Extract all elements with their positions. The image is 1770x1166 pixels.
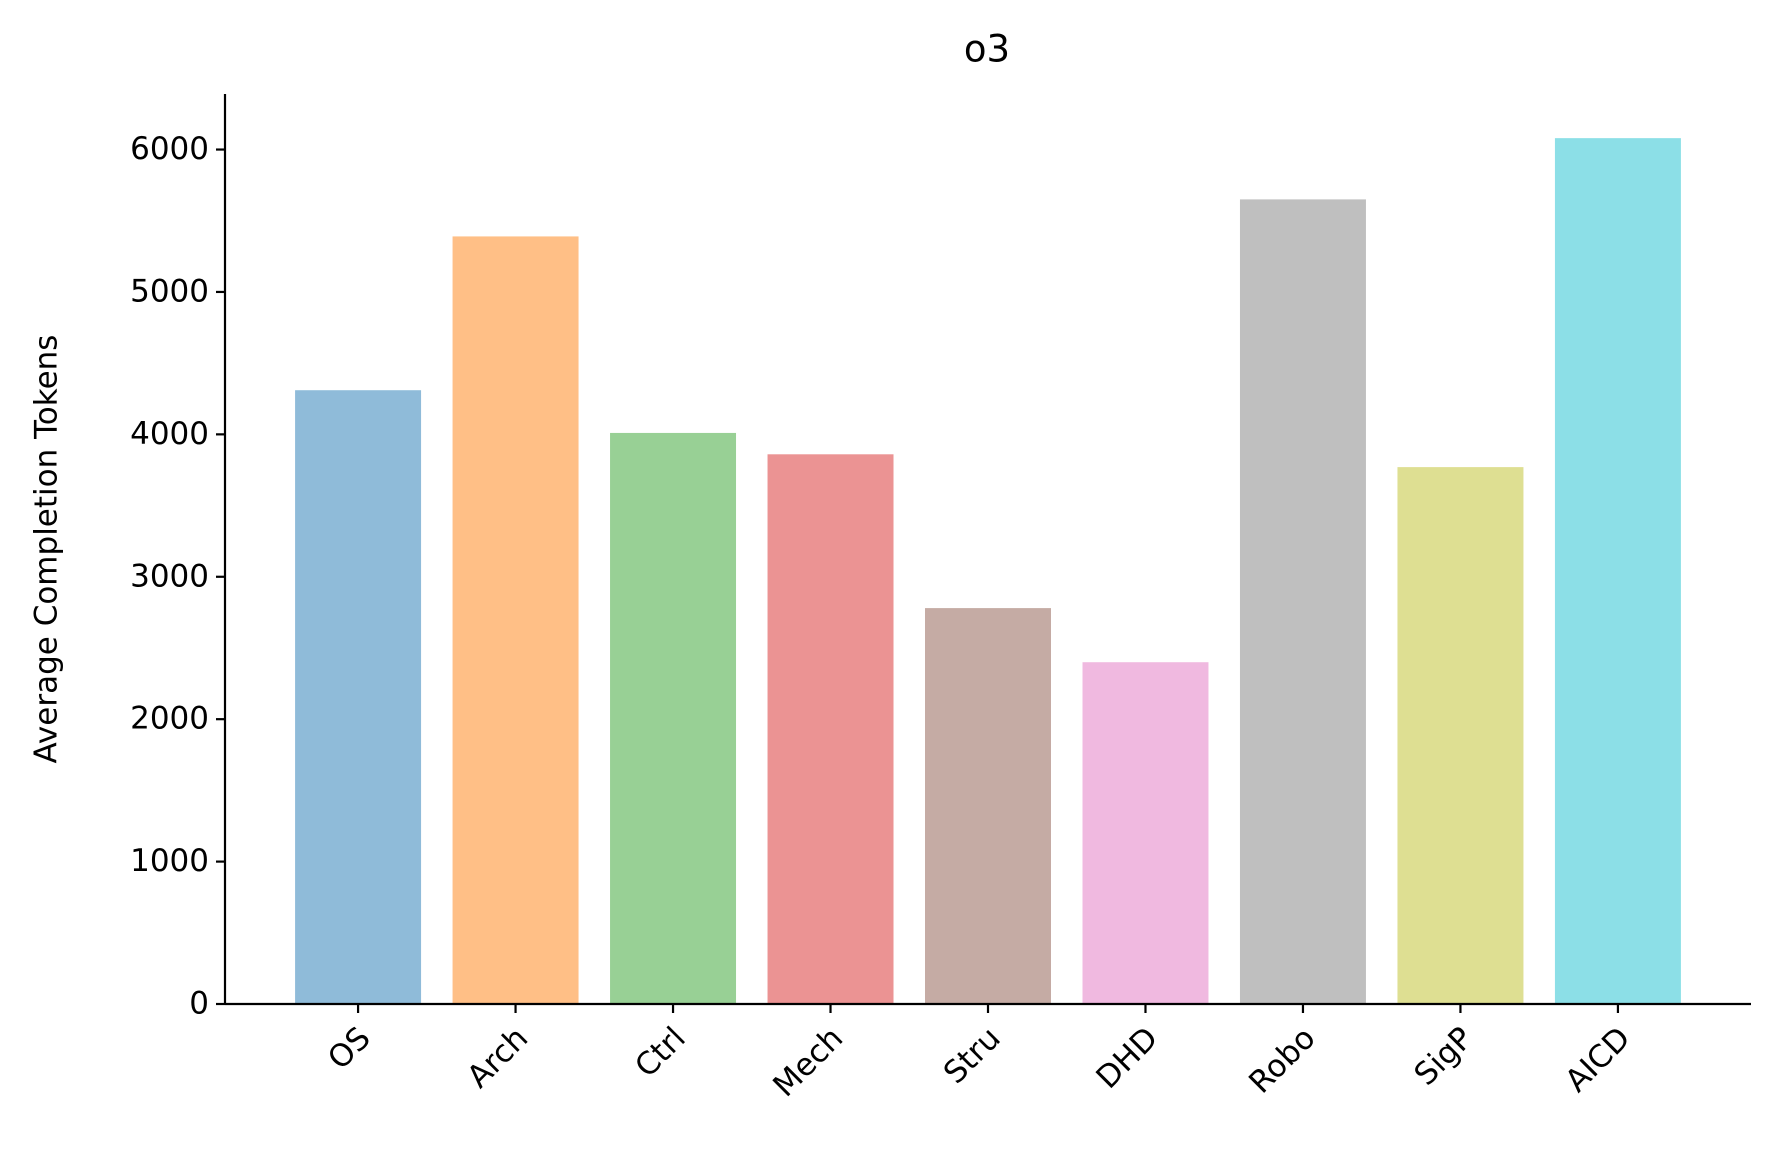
- bar: [1397, 467, 1524, 1004]
- x-tick-label: Ctrl: [628, 1020, 692, 1084]
- bar: [295, 390, 422, 1004]
- bar: [767, 454, 894, 1004]
- x-tick-label: DHD: [1089, 1020, 1165, 1096]
- y-tick-label: 5000: [130, 273, 209, 309]
- x-tick-label: Arch: [460, 1020, 535, 1095]
- y-tick-label: 4000: [130, 416, 209, 452]
- y-tick-label: 6000: [130, 131, 209, 167]
- bar: [925, 608, 1051, 1004]
- y-tick-label: 3000: [130, 558, 209, 594]
- x-tick-label: AICD: [1558, 1020, 1637, 1099]
- x-tick-label: OS: [321, 1020, 378, 1077]
- x-tick-label: Stru: [937, 1020, 1008, 1091]
- bar: [452, 236, 579, 1004]
- bar: [1082, 662, 1209, 1004]
- chart-title: o3: [964, 28, 1010, 71]
- bar: [610, 432, 737, 1004]
- bar: [1554, 138, 1681, 1005]
- x-tick-label: Robo: [1242, 1020, 1322, 1100]
- y-tick-label: 2000: [130, 701, 209, 737]
- y-tick-label: 1000: [130, 843, 209, 879]
- y-axis-label: Average Completion Tokens: [29, 335, 65, 764]
- y-tick-label: 0: [189, 986, 209, 1022]
- x-tick-label: Mech: [766, 1020, 850, 1104]
- x-tick-label: SigP: [1408, 1020, 1481, 1093]
- bar: [1239, 199, 1366, 1004]
